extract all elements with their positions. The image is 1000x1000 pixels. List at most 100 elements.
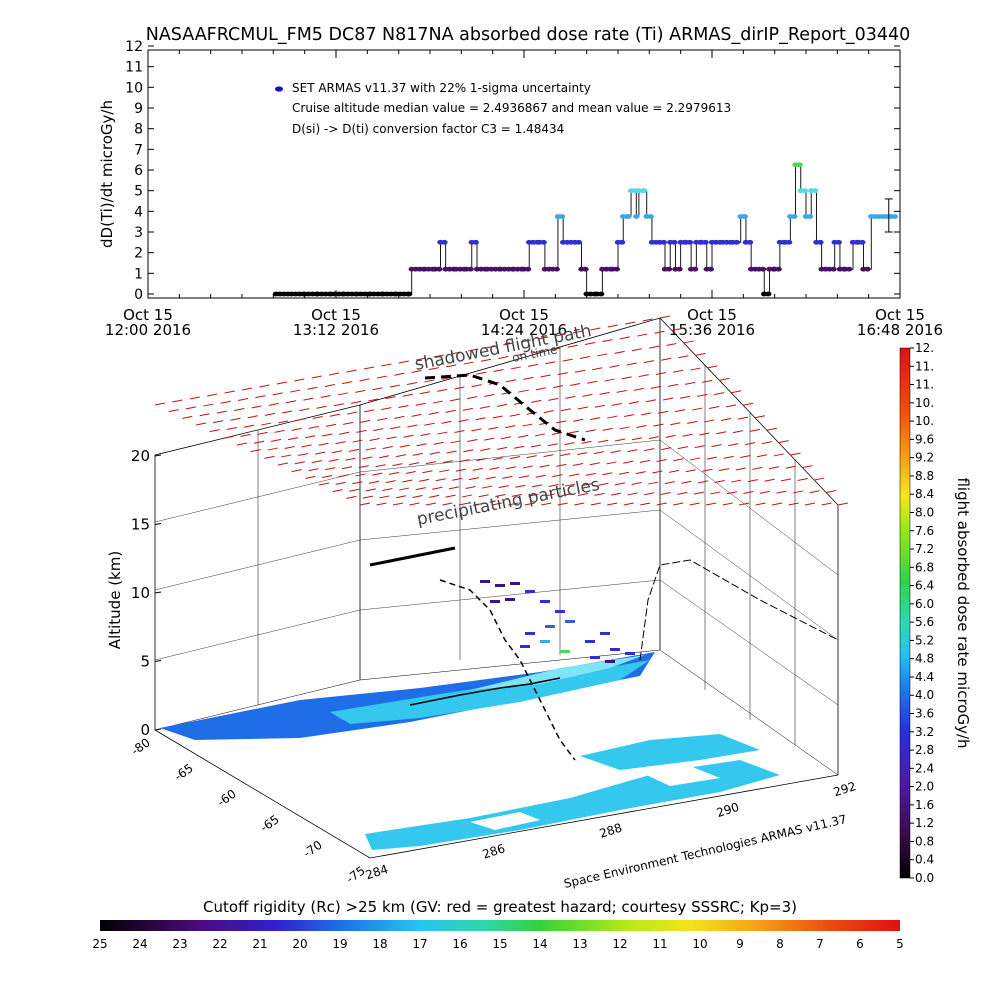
precip-dash — [648, 481, 659, 485]
precip-dash — [216, 410, 228, 414]
precip-dash — [359, 502, 371, 506]
precip-dash — [168, 409, 179, 413]
precip-dash — [259, 384, 270, 388]
longitude-axis: 284 286 288 290 292 — [364, 779, 858, 882]
precip-dash — [448, 486, 460, 490]
precip-dash — [690, 367, 701, 371]
precip-dash — [697, 393, 708, 397]
precip-dash — [602, 472, 613, 476]
precip-dash — [761, 441, 772, 445]
dose-point — [691, 266, 699, 272]
precip-dash — [496, 403, 508, 407]
colorbar-tick-label: 0.4 — [915, 853, 934, 867]
dose-point — [765, 291, 772, 297]
rigidity-tick-label: 8 — [776, 937, 784, 951]
precip-dash — [589, 462, 600, 466]
altitude-axis: 0 5 10 15 20 — [131, 447, 162, 739]
rigidity-tick-label: 25 — [92, 937, 107, 951]
precip-dash — [565, 483, 576, 487]
precip-dash — [670, 422, 681, 426]
precip-dash — [664, 481, 675, 485]
precip-dash — [766, 427, 777, 431]
precip-dash — [385, 480, 396, 484]
precip-dash — [619, 426, 630, 430]
precip-dash — [543, 454, 554, 458]
dose-point — [558, 214, 566, 219]
precip-dash — [154, 402, 166, 406]
precip-dash — [463, 361, 474, 365]
precip-dash — [585, 472, 596, 476]
precip-dash — [654, 330, 665, 334]
precip-dash — [407, 424, 418, 428]
precip-dash — [445, 409, 456, 413]
flight-dose-marker — [510, 582, 520, 585]
precip-dash — [318, 482, 330, 486]
precip-dash — [606, 461, 617, 465]
precip-dash — [604, 378, 615, 382]
dose-point — [801, 188, 808, 194]
precip-dash — [658, 410, 669, 414]
precip-dash — [678, 355, 689, 359]
precip-dash — [505, 425, 516, 429]
rigidity-tick-label: 7 — [816, 937, 824, 951]
precip-dash — [614, 482, 626, 486]
precip-dash — [502, 475, 513, 479]
precip-dash — [505, 379, 517, 383]
precip-dash — [711, 444, 722, 448]
colorbar-tick-label: 7.6 — [915, 524, 934, 538]
dose-point — [660, 239, 667, 245]
precip-dash — [665, 434, 676, 438]
precip-dash — [747, 479, 758, 483]
flight-dose-marker — [540, 640, 550, 643]
precip-dash — [548, 397, 559, 401]
rigidity-tick-label: 20 — [292, 937, 307, 951]
precip-dash — [556, 420, 567, 424]
precip-dash — [346, 495, 357, 499]
precip-dash — [590, 327, 601, 331]
y-axis-label: dD(Ti)/dt microGy/h — [98, 100, 116, 248]
precip-dash — [294, 378, 305, 382]
precip-dash — [685, 381, 696, 385]
flight-dose-marker — [525, 632, 535, 635]
precip-dash — [446, 450, 457, 454]
precip-dash — [236, 442, 248, 446]
altitude-tick-label: 20 — [131, 447, 150, 465]
rigidity-tick-label: 21 — [252, 937, 267, 951]
precip-dash — [476, 458, 487, 462]
dose-point — [597, 291, 605, 297]
precip-dash — [467, 396, 478, 400]
precip-dash — [318, 442, 329, 446]
precip-dash — [172, 399, 183, 403]
precip-dash — [264, 455, 275, 459]
precip-dash — [598, 439, 609, 443]
cruise-annotation: Cruise altitude median value = 2.4936867… — [292, 101, 731, 115]
precip-dash — [679, 395, 691, 399]
precip-dash — [690, 457, 701, 461]
precip-dash — [333, 403, 344, 407]
precip-dash — [450, 351, 462, 355]
y-tick-label: 2 — [134, 246, 143, 262]
precip-dash — [376, 502, 387, 506]
dose-point — [467, 266, 474, 272]
colorbar-tick-label: 6.4 — [915, 579, 934, 593]
dose-point — [830, 266, 837, 272]
precip-dash — [628, 401, 640, 405]
flight-dose-marker — [610, 648, 620, 651]
precip-dash — [386, 436, 397, 440]
precip-dash — [541, 502, 552, 506]
precip-dash — [478, 494, 489, 498]
precip-dash — [697, 480, 709, 484]
precip-dash — [284, 445, 295, 449]
precip-dash — [764, 478, 775, 482]
back-walls — [154, 317, 839, 776]
precip-dash — [560, 453, 571, 457]
precip-dash — [561, 493, 572, 497]
flight-path-shadow-top — [424, 373, 586, 442]
precip-dash — [251, 405, 262, 409]
precip-dash — [681, 480, 692, 484]
precip-dash — [437, 431, 448, 435]
precip-dash — [359, 378, 370, 382]
longitude-tick-label: 290 — [715, 800, 741, 820]
dose-point — [647, 214, 654, 219]
